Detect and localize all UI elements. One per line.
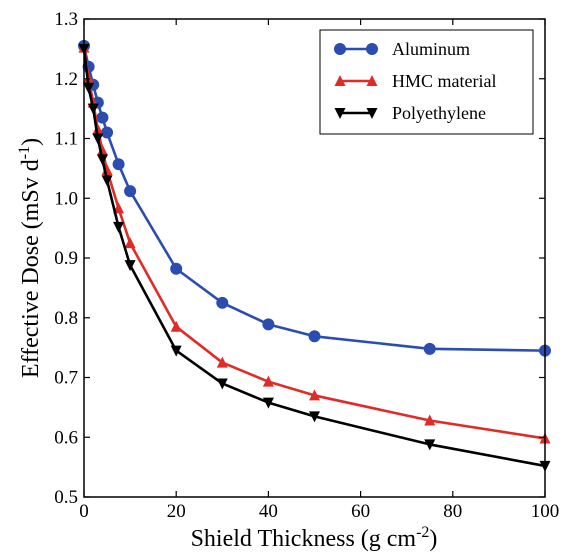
data-point-polyethylene: [124, 260, 136, 272]
data-point-hmc-material: [262, 375, 274, 387]
y-tick-label: 1.3: [54, 9, 78, 30]
y-tick-label: 0.6: [54, 427, 78, 448]
legend-marker: [366, 75, 378, 86]
x-tick-label: 0: [79, 501, 89, 522]
data-point-aluminum: [170, 262, 183, 275]
data-point-aluminum: [423, 342, 436, 355]
data-point-hmc-material: [92, 123, 104, 135]
y-tick-label: 1.2: [54, 69, 78, 90]
data-point-polyethylene: [424, 439, 436, 451]
data-point-aluminum: [112, 158, 125, 171]
data-point-aluminum: [262, 318, 275, 331]
series-line-polyethylene: [82, 48, 546, 468]
legend-label: HMC material: [392, 71, 496, 91]
legend-marker: [334, 43, 346, 55]
data-point-polyethylene: [262, 397, 274, 409]
y-axis-title: Effective Dose (mSv d-1): [16, 138, 44, 378]
data-point-polyethylene: [309, 411, 320, 423]
data-point-polyethylene: [170, 345, 182, 357]
x-tick-label: 60: [351, 501, 370, 522]
data-point-hmc-material: [309, 389, 320, 401]
data-point-aluminum: [124, 185, 137, 198]
y-tick-label: 0.8: [54, 308, 78, 329]
y-tick-label: 0.5: [54, 487, 78, 508]
series-polyethylene: [78, 43, 551, 472]
data-point-hmc-material: [124, 237, 136, 249]
data-point-polyethylene: [101, 175, 113, 187]
legend-marker: [366, 108, 378, 119]
data-point-polyethylene: [87, 103, 99, 115]
data-point-polyethylene: [113, 221, 125, 233]
data-point-hmc-material: [170, 320, 182, 332]
data-point-aluminum: [101, 126, 114, 139]
y-tick-label: 0.7: [54, 368, 78, 389]
y-tick-label: 1.0: [54, 188, 78, 209]
legend-label: Polyethylene: [392, 103, 486, 123]
y-tick-label: 0.9: [54, 248, 78, 269]
legend-item-aluminum: Aluminum: [334, 39, 470, 59]
data-point-polyethylene: [83, 82, 95, 94]
x-tick-label: 20: [167, 501, 186, 522]
legend-marker: [334, 75, 346, 86]
data-point-polyethylene: [92, 133, 104, 145]
data-point-aluminum: [308, 330, 321, 343]
data-point-hmc-material: [424, 414, 436, 426]
legend-item-hmc-material: HMC material: [334, 71, 496, 91]
x-axis-title: Shield Thickness (g cm-2): [191, 524, 438, 552]
legend: Aluminum HMC material Polyethylene: [319, 29, 534, 135]
legend-label: Aluminum: [392, 39, 470, 59]
y-tick-label: 1.1: [54, 129, 78, 150]
x-tick-label: 100: [531, 501, 560, 522]
legend-marker: [366, 43, 378, 55]
data-point-polyethylene: [96, 154, 108, 166]
x-tick-label: 40: [259, 501, 278, 522]
x-tick-label: 80: [443, 501, 462, 522]
legend-marker: [334, 108, 346, 119]
data-point-aluminum: [216, 296, 229, 309]
data-point-aluminum: [96, 111, 109, 124]
data-point-polyethylene: [216, 378, 228, 390]
legend-item-polyethylene: Polyethylene: [334, 103, 486, 123]
data-point-hmc-material: [216, 356, 228, 368]
